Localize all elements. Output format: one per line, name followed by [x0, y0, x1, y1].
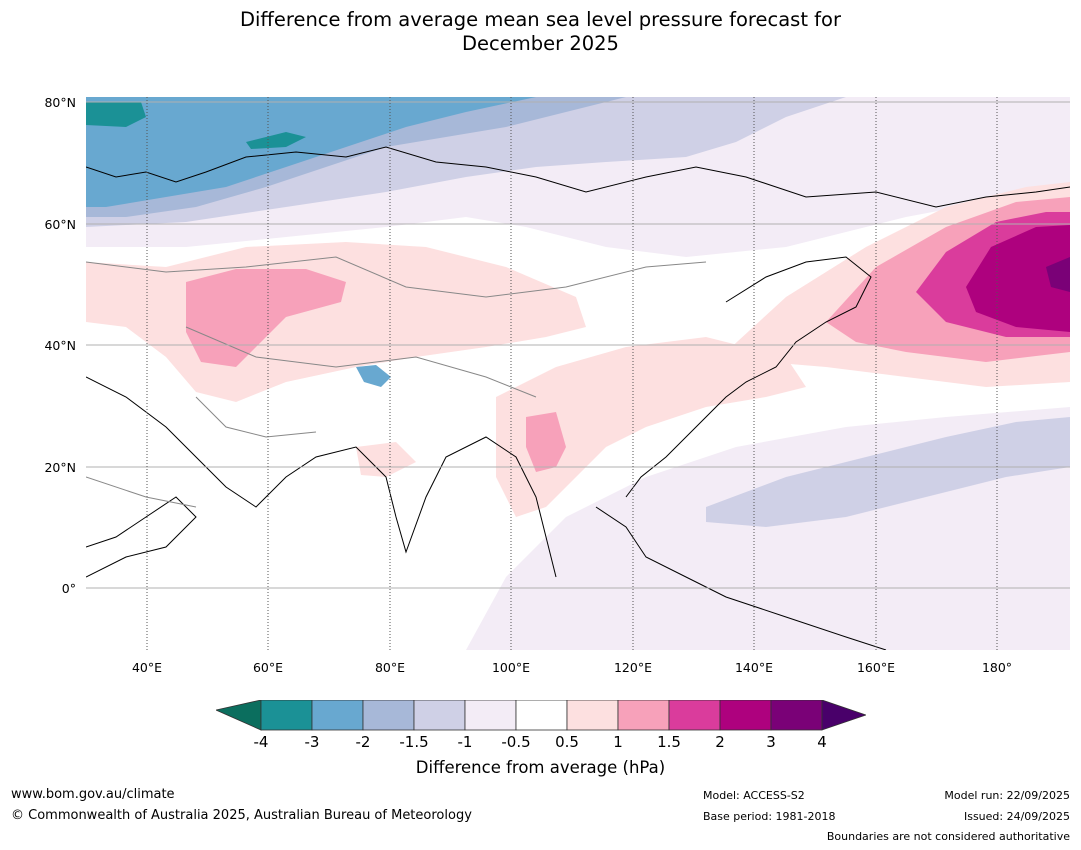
lon-label-180: 180° [981, 660, 1013, 675]
anomaly-india-pos-0.5-to-1 [356, 442, 416, 477]
colorbar-tick: 3 [766, 733, 776, 751]
lat-label-20n: 20°N [44, 460, 76, 475]
title-line-1: Difference from average mean sea level p… [240, 8, 841, 31]
colorbar-swatch-6 [515, 700, 568, 731]
lat-label-0: 0° [61, 581, 76, 596]
colorbar-swatch-7 [566, 700, 619, 731]
colorbar-swatch-1 [260, 700, 313, 731]
colorbar-tick: -0.5 [501, 733, 531, 751]
lon-label-80e: 80°E [374, 660, 406, 675]
anomaly-npacific-pos-3-to-4 [1046, 257, 1070, 292]
anomaly-himalaya-neg [356, 365, 391, 387]
anomaly-china-pos-0.5-to-1 [496, 337, 806, 517]
colorbar-extend-high [821, 700, 866, 731]
colorbar-title: Difference from average (hPa) [415, 758, 666, 777]
colorbar-tick: 0.5 [555, 733, 579, 751]
lon-label-40e: 40°E [131, 660, 163, 675]
colorbar-tick: -1.5 [399, 733, 429, 751]
lat-label-40n: 40°N [44, 338, 76, 353]
colorbar-tick: -1 [457, 733, 473, 751]
colorbar-tick: -4 [253, 733, 269, 751]
footer-base-period: Base period: 1981-2018 [703, 810, 836, 823]
colorbar [216, 700, 866, 731]
colorbar-swatch-10 [719, 700, 772, 731]
anomaly-tropical-neg-1-to-1.5 [706, 417, 1070, 527]
colorbar-swatch-2 [311, 700, 364, 731]
title-line-2: December 2025 [462, 32, 619, 55]
colorbar-tick: -3 [304, 733, 320, 751]
colorbar-swatch-11 [770, 700, 823, 731]
colorbar-swatch-3 [362, 700, 415, 731]
colorbar-swatch-9 [668, 700, 721, 731]
colorbar-swatch-8 [617, 700, 670, 731]
footer-model-run: Model run: 22/09/2025 [944, 789, 1070, 802]
anomaly-central-asia-pos-1-to-1.5 [186, 269, 346, 367]
anomaly-se-asia-pos-1-to-1.5 [526, 412, 566, 472]
map-svg [86, 97, 1070, 650]
map-title: Difference from average mean sea level p… [0, 8, 1081, 56]
colorbar-tick: 4 [817, 733, 827, 751]
country-borders [86, 256, 707, 508]
footer-disclaimer: Boundaries are not considered authoritat… [826, 830, 1070, 843]
graticule [86, 97, 1070, 650]
footer-model: Model: ACCESS-S2 [703, 789, 805, 802]
colorbar-tick: 1.5 [657, 733, 681, 751]
colorbar-swatch-4 [413, 700, 466, 731]
anomaly-band-neg-3-to-4-b [246, 132, 306, 149]
forecast-map [86, 97, 1070, 650]
footer-issued: Issued: 24/09/2025 [963, 810, 1070, 823]
footer-url: www.bom.gov.au/climate [11, 787, 175, 802]
colorbar-swatch-5 [464, 700, 517, 731]
colorbar-tick: 1 [613, 733, 623, 751]
anomaly-band-neg-3-to-4-a [86, 102, 146, 127]
lon-label-60e: 60°E [252, 660, 284, 675]
lon-label-160e: 160°E [856, 660, 895, 675]
anomaly-band-neg-2-to-3 [86, 97, 536, 207]
footer-copyright: © Commonwealth of Australia 2025, Austra… [11, 808, 472, 823]
colorbar-extend-low [216, 700, 262, 731]
colorbar-tick: -2 [355, 733, 371, 751]
lat-label-80n: 80°N [44, 95, 76, 110]
lon-label-140e: 140°E [734, 660, 773, 675]
lon-label-120e: 120°E [613, 660, 652, 675]
anomaly-npacific-pos-2-to-3 [966, 225, 1070, 332]
colorbar-tick: 2 [715, 733, 725, 751]
lat-label-60n: 60°N [44, 217, 76, 232]
lon-label-100e: 100°E [491, 660, 530, 675]
